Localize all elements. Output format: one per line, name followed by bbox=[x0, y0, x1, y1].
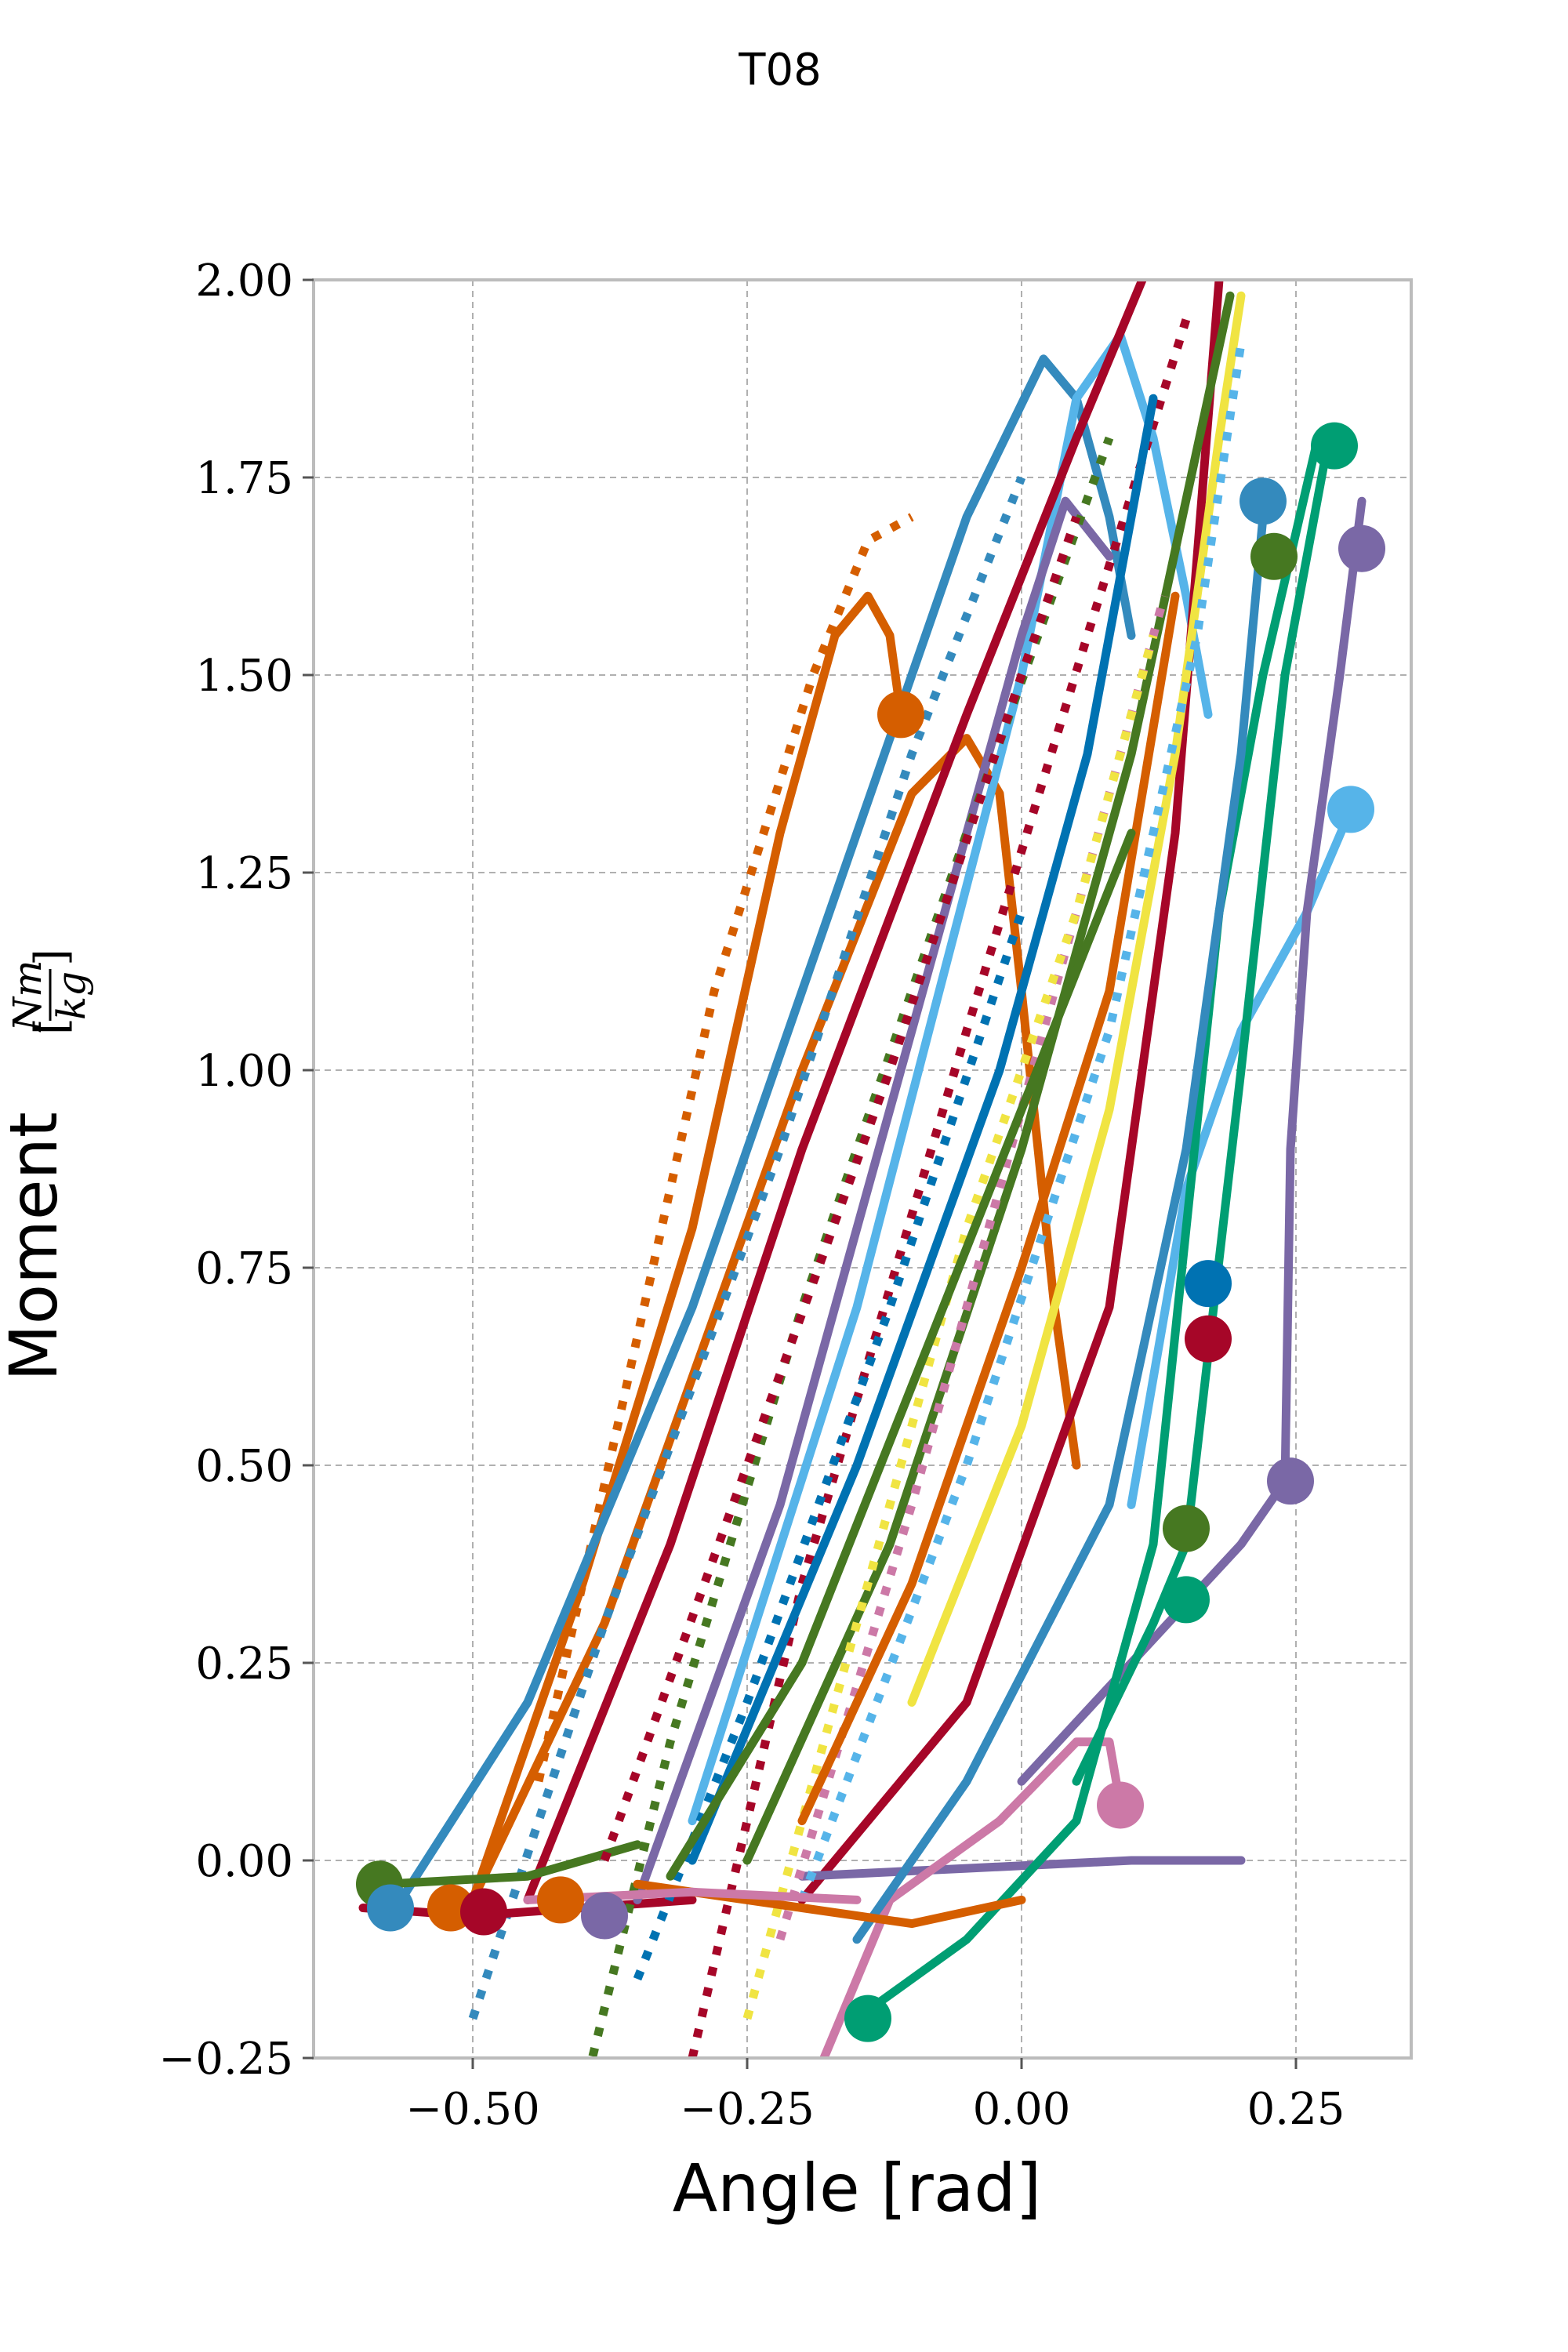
x-tick-label: −0.50 bbox=[405, 2084, 540, 2135]
series-line bbox=[907, 291, 1246, 1707]
end-marker bbox=[460, 1888, 507, 1936]
x-tick-label: 0.00 bbox=[973, 2084, 1071, 2135]
end-marker bbox=[367, 1884, 414, 1932]
series-line bbox=[742, 291, 1235, 1865]
end-marker bbox=[581, 1892, 628, 1940]
series-line bbox=[534, 513, 914, 1783]
series-line bbox=[775, 594, 1169, 1941]
y-tick-label: 0.75 bbox=[195, 1243, 293, 1294]
end-marker bbox=[1185, 1315, 1232, 1363]
series-line bbox=[523, 280, 1147, 1904]
end-marker bbox=[1250, 532, 1298, 580]
series-line bbox=[688, 394, 1158, 1865]
y-axis-unit: [ Nm kg ] bbox=[5, 949, 94, 1035]
series-line bbox=[852, 434, 1323, 2024]
series-line bbox=[742, 634, 1158, 2020]
series-line bbox=[600, 515, 1081, 1862]
end-marker bbox=[1327, 786, 1374, 833]
x-axis-label: Angle [rad] bbox=[673, 2150, 1042, 2227]
end-marker bbox=[844, 1994, 891, 2042]
x-tick-label: 0.25 bbox=[1247, 2084, 1345, 2135]
series-line bbox=[468, 734, 1081, 1904]
series-line bbox=[1127, 804, 1356, 1509]
chart-title: T08 bbox=[738, 45, 821, 96]
y-tick-label: 1.00 bbox=[195, 1046, 293, 1097]
unit-denominator: kg bbox=[49, 971, 94, 1020]
y-tick-label: −0.25 bbox=[158, 2034, 293, 2085]
y-axis-label-group: Moment [ Nm kg ] bbox=[0, 949, 94, 1381]
y-axis-label: Moment bbox=[0, 1112, 72, 1381]
plot-area bbox=[356, 280, 1385, 2058]
series-line bbox=[468, 475, 1026, 2020]
unit-bracket-left: [ bbox=[26, 1018, 77, 1035]
y-tick-label: 2.00 bbox=[195, 256, 293, 307]
end-marker bbox=[1163, 1504, 1210, 1552]
series-line bbox=[1017, 496, 1367, 1786]
series-line bbox=[468, 591, 906, 1904]
y-tick-label: 1.75 bbox=[195, 453, 293, 504]
series-line bbox=[797, 280, 1224, 1904]
y-tick-label: 1.25 bbox=[195, 848, 293, 899]
series-line bbox=[666, 829, 1136, 1881]
y-tick-label: 0.00 bbox=[195, 1836, 293, 1887]
y-tick-label: 0.25 bbox=[195, 1639, 293, 1690]
series-line bbox=[797, 1856, 1246, 1881]
series-line bbox=[797, 591, 1180, 1826]
end-marker bbox=[1338, 524, 1385, 572]
series-line bbox=[688, 318, 1191, 2058]
end-marker bbox=[537, 1876, 584, 1924]
series-line bbox=[688, 331, 1213, 1826]
axes: −0.50 −0.25 0.00 0.25 −0.25 0.00 0.25 0.50 0.75 1… bbox=[158, 256, 1413, 2135]
end-marker bbox=[1185, 1260, 1232, 1308]
unit-bracket-right: ] bbox=[26, 949, 77, 966]
series-line bbox=[819, 1737, 1125, 2058]
end-marker bbox=[1267, 1457, 1314, 1505]
series-line bbox=[380, 1840, 642, 1889]
y-tick-label: 1.50 bbox=[195, 651, 293, 702]
axes-frame bbox=[312, 278, 1413, 2060]
series-line bbox=[852, 512, 1268, 1944]
unit-numerator: Nm bbox=[5, 960, 50, 1032]
end-marker bbox=[1311, 422, 1358, 470]
x-tick-label: −0.25 bbox=[680, 2084, 815, 2135]
series-line bbox=[633, 496, 1114, 1904]
y-tick-label: 0.50 bbox=[195, 1441, 293, 1492]
end-marker bbox=[1163, 1576, 1210, 1624]
end-marker bbox=[1240, 477, 1287, 525]
series-line bbox=[797, 342, 1246, 1902]
end-marker bbox=[877, 691, 924, 739]
end-marker bbox=[1097, 1781, 1144, 1829]
series-line bbox=[1072, 434, 1334, 1786]
